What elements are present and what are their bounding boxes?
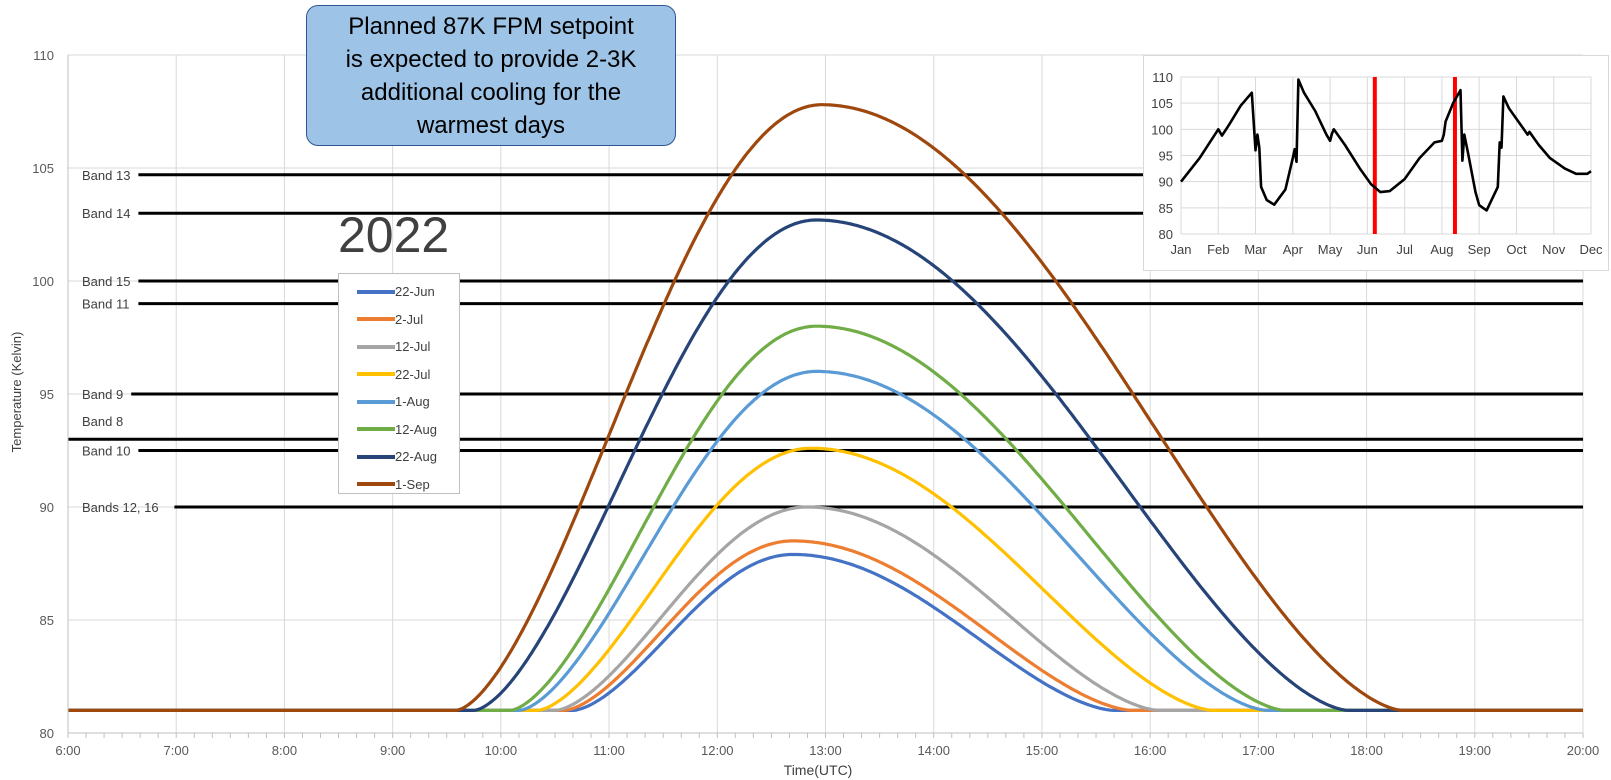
legend-swatch: [357, 344, 395, 349]
band-label: Band 13: [82, 168, 130, 183]
band-label: Band 10: [82, 444, 130, 459]
x-tick-label: 6:00: [55, 743, 80, 758]
legend-swatch: [357, 289, 395, 294]
y-tick-label: 80: [40, 726, 54, 741]
y-tick-label: 95: [40, 387, 54, 402]
x-tick-label: 10:00: [485, 743, 518, 758]
x-tick-label: 16:00: [1134, 743, 1167, 758]
legend-swatch: [357, 427, 395, 432]
x-tick-label: 19:00: [1459, 743, 1492, 758]
legend-swatch: [357, 482, 395, 487]
setpoint-callout: Planned 87K FPM setpoint is expected to …: [306, 5, 676, 146]
main-axes: 6:00 7:00 8:00 9:00 10:00 11:00 12:00 13:00 14:0…: [32, 48, 1599, 758]
legend-swatch: [357, 454, 395, 459]
band-label: Band 14: [82, 206, 130, 221]
x-tick-label: 7:00: [164, 743, 189, 758]
main-series-lines: [68, 103, 1583, 712]
legend-label: 2-Jul: [395, 311, 424, 327]
legend-item: 22-Jul: [339, 361, 459, 389]
legend-swatch: [357, 399, 395, 404]
legend-label: 1-Sep: [395, 476, 430, 492]
x-tick-label: 13:00: [809, 743, 842, 758]
y-tick-label: 85: [40, 613, 54, 628]
callout-line-1: Planned 87K FPM setpoint: [348, 13, 634, 40]
y-tick-label: 110: [33, 48, 54, 63]
callout-line-4: warmest days: [416, 112, 566, 139]
x-tick-label: 17:00: [1242, 743, 1275, 758]
x-tick-label: 15:00: [1026, 743, 1059, 758]
legend-label: 22-Jun: [395, 284, 435, 300]
year-label: 2022: [338, 207, 450, 263]
legend-label: 1-Aug: [395, 394, 430, 410]
x-tick-label: 11:00: [593, 743, 625, 758]
x-tick-label: 18:00: [1350, 743, 1383, 758]
y-tick-label: 100: [32, 274, 54, 289]
legend-item: 12-Jul: [339, 333, 459, 361]
x-tick-label: 12:00: [701, 743, 734, 758]
y-tick-label: 105: [32, 161, 54, 176]
legend-label: 22-Aug: [395, 449, 437, 465]
callout-line-2: is expected to provide 2-3K: [345, 46, 637, 73]
legend-item: 22-Jun: [339, 278, 459, 306]
legend-swatch: [357, 372, 395, 377]
legend-label: 12-Jul: [395, 339, 431, 355]
band-label: Band 9: [82, 387, 123, 402]
x-axis-label: Time(UTC): [784, 762, 853, 778]
legend: 22-Jun 2-Jul 12-Jul 22-Jul 1-Aug 12-Aug 22-Aug…: [338, 273, 460, 494]
band-label: Bands 12, 16: [82, 500, 159, 515]
legend-item: 22-Aug: [339, 443, 459, 471]
band-label: Band 15: [82, 274, 130, 289]
x-tick-label: 20:00: [1567, 743, 1600, 758]
x-tick-label: 9:00: [380, 743, 405, 758]
x-tick-label: 14:00: [917, 743, 950, 758]
band-label: Band 8: [82, 414, 123, 429]
legend-item: 1-Aug: [339, 388, 459, 416]
y-tick-label: 90: [40, 500, 54, 515]
band-label: Band 11: [82, 297, 129, 312]
legend-item: 2-Jul: [339, 306, 459, 334]
legend-swatch: [357, 317, 395, 322]
x-tick-label: 8:00: [272, 743, 297, 758]
legend-item: 12-Aug: [339, 416, 459, 444]
series-line-1-Sep: [68, 103, 1583, 712]
legend-label: 12-Aug: [395, 421, 437, 437]
inset-chart-frame: [1143, 55, 1609, 271]
legend-label: 22-Jul: [395, 366, 431, 382]
legend-item: 1-Sep: [339, 471, 459, 499]
callout-line-3: additional cooling for the: [360, 79, 622, 106]
y-axis-label: Temperature (Kelvin): [9, 332, 24, 453]
